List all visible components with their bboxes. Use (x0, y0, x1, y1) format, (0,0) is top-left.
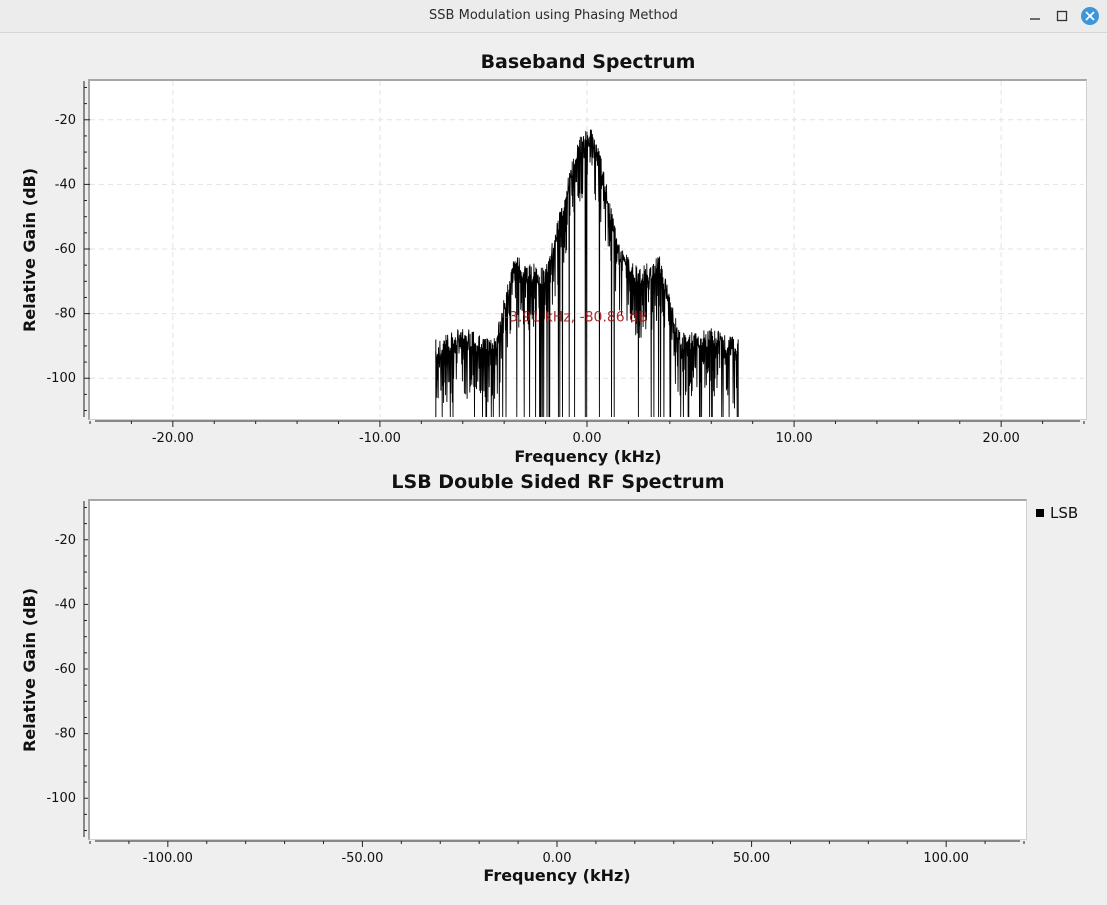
plot2-ytick-label: -100 (46, 791, 76, 806)
window-titlebar: SSB Modulation using Phasing Method (0, 0, 1107, 33)
plot1-xtick-label: -10.00 (359, 431, 401, 446)
plot1-ytick-label: -100 (46, 371, 76, 386)
maximize-icon (1056, 10, 1068, 22)
window-title: SSB Modulation using Phasing Method (429, 8, 678, 23)
plot1-xlabel: Frequency (kHz) (514, 447, 662, 466)
plot2-xtick-label: 50.00 (733, 851, 770, 866)
plot1-marker-readout: -3.91 kHz, -80.86 dB (504, 309, 648, 325)
plot2-xtick-label: -100.00 (143, 851, 193, 866)
plot2-legend[interactable]: LSB (1036, 504, 1078, 522)
plot2-xtick-label: -50.00 (341, 851, 383, 866)
plot1-xtick-label: 0.00 (573, 431, 602, 446)
legend-label-lsb: LSB (1050, 504, 1079, 522)
legend-swatch-lsb (1036, 509, 1044, 517)
plot1-ytick-label: -80 (55, 307, 76, 322)
plot1-ytick-label: -20 (55, 113, 76, 128)
plot1-xtick-label: 20.00 (983, 431, 1020, 446)
plot2-xlabel: Frequency (kHz) (483, 866, 631, 885)
plot2-xtick-label: 100.00 (923, 851, 969, 866)
plot1-trace (435, 129, 739, 418)
minimize-icon (1030, 18, 1040, 20)
plot2-title: LSB Double Sided RF Spectrum (391, 471, 725, 493)
plot1-title: Baseband Spectrum (480, 51, 696, 73)
plot1-ytick-label: -40 (55, 177, 76, 192)
plot2-ytick-label: -20 (55, 533, 76, 548)
plot1-ytick-label: -60 (55, 242, 76, 257)
plot2-xtick-label: 0.00 (543, 851, 572, 866)
close-button[interactable] (1081, 7, 1099, 25)
plot2-ytick-label: -80 (55, 727, 76, 742)
plot2-ylabel: Relative Gain (dB) (20, 587, 39, 753)
close-icon (1085, 11, 1095, 21)
plot1-xtick-label: -20.00 (152, 431, 194, 446)
minimize-button[interactable] (1027, 8, 1043, 24)
plot2-ytick-label: -40 (55, 597, 76, 612)
plot1-xtick-label: 10.00 (775, 431, 812, 446)
plot2-ytick-label: -60 (55, 662, 76, 677)
maximize-button[interactable] (1054, 8, 1070, 24)
plot2-canvas[interactable] (88, 499, 1027, 840)
